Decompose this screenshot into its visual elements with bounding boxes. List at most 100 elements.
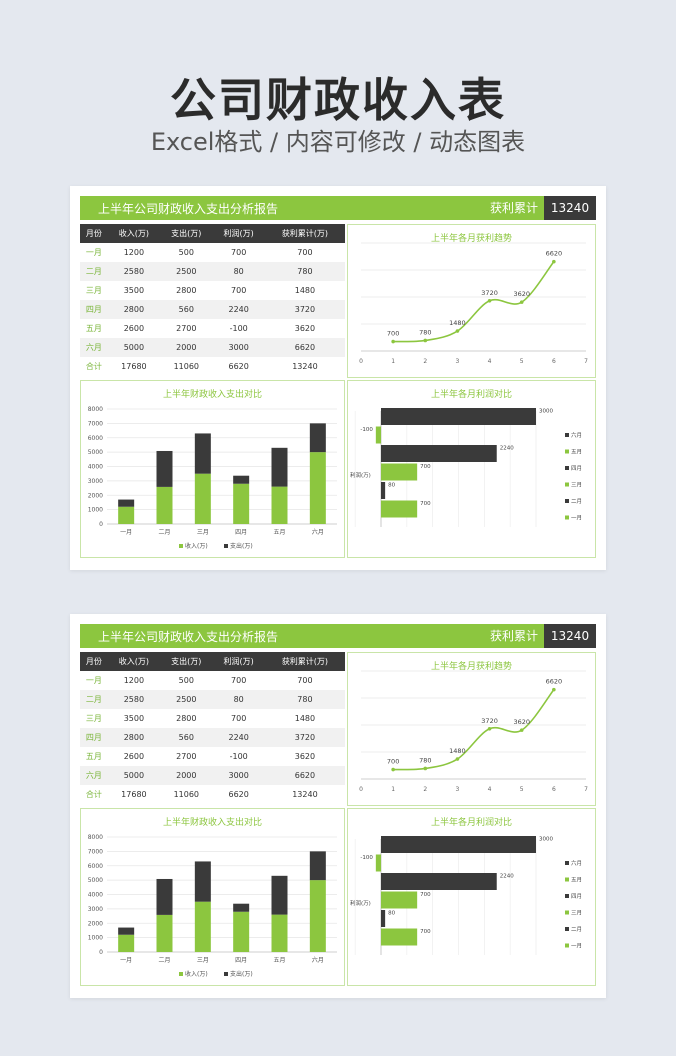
bar-income [309, 880, 326, 952]
hero-subtitle: Excel格式 / 内容可修改 / 动态图表 [150, 128, 526, 156]
y-tick-label: 6000 [88, 863, 103, 870]
legend-label: 支出(万) [230, 970, 253, 978]
report-card-1: 上半年公司财政收入支出分析报告 获利累计 13240 月份 收入(万) 支出(万) 利润(万… [70, 186, 606, 570]
legend-swatch [565, 433, 569, 437]
value-cell: 3720 [264, 300, 345, 319]
value-cell: 780 [264, 262, 345, 281]
profit-trend-data-label: 3620 [513, 290, 530, 298]
profit-bar [381, 408, 536, 425]
x-tick-label: 二月 [158, 529, 170, 536]
value-cell: 13240 [292, 362, 318, 371]
x-tick-label: 六月 [312, 956, 324, 964]
x-tick-label: 四月 [235, 957, 247, 964]
profit-bar [381, 445, 497, 462]
month-cell: 四月 [80, 300, 108, 319]
x-tick-label: 一月 [120, 529, 132, 536]
axis-label: 利润(万) [350, 899, 371, 907]
profit-trend-point [423, 766, 428, 771]
bar-expense [271, 447, 288, 487]
x-tick-label: 一月 [120, 957, 132, 964]
table-row: 五月 2600 2700 -100 3620 [80, 747, 345, 766]
table-row: 一月 1200 500 700 700 [80, 671, 345, 690]
table-row: 二月 2580 2500 80 780 [80, 690, 345, 709]
income-expense-chart: 上半年财政收入支出对比 0 1000 2000 3000 4000 5000 6000 7000… [80, 380, 345, 558]
x-tick-label: 1 [391, 358, 395, 365]
profit-data-label: 2240 [500, 446, 514, 452]
profit-trend-line [393, 689, 555, 771]
profit-trend-data-label: 780 [419, 756, 431, 764]
bar-expense [309, 423, 326, 453]
value-cell: 3000 [212, 338, 265, 357]
profit-trend-data-label: 780 [419, 328, 431, 336]
y-tick-label: 1000 [88, 935, 103, 942]
bar-expense [309, 851, 326, 881]
table-header-cell: 利润(万) [212, 224, 265, 243]
legend-label: 二月 [571, 926, 582, 933]
legend-label: 收入(万) [185, 970, 208, 978]
table-header-cell: 获利累计(万) [264, 652, 345, 671]
profit-trend-chart: 上半年各月获利趋势 0 1 2 3 4 5 6 7 700 780 1480 3720 3620 6620 [347, 652, 596, 806]
x-tick-label: 五月 [273, 957, 285, 964]
value-cell: 2240 [212, 728, 265, 747]
value-cell: 2580 [107, 262, 161, 281]
value-cell: 2700 [176, 324, 197, 333]
value-cell: 1480 [294, 286, 316, 295]
profit-bar [381, 910, 386, 927]
value-cell: 500 [178, 676, 194, 685]
month-cell: 三月 [85, 714, 102, 723]
profit-trend-point [391, 767, 395, 772]
x-tick-label: 6 [552, 358, 556, 365]
x-tick-label: 三月 [197, 957, 209, 964]
value-cell: 6620 [264, 338, 345, 357]
legend-label: 收入(万) [185, 542, 208, 550]
y-tick-label: 2000 [88, 920, 103, 927]
bar-expense [194, 861, 211, 902]
value-cell: 13240 [292, 790, 318, 799]
y-tick-label: 0 [99, 521, 103, 528]
report-header: 上半年公司财政收入支出分析报告 获利累计 13240 [80, 196, 596, 220]
profit-trend-point [455, 329, 460, 333]
value-cell: 780 [264, 690, 345, 709]
profit-data-label: 700 [420, 501, 431, 507]
value-cell: 2800 [176, 714, 197, 723]
y-tick-label: 4000 [88, 464, 103, 471]
finance-table: 月份 收入(万) 支出(万) 利润(万) 获利累计(万) 一月 1200 500 700 700 二… [80, 652, 345, 804]
y-tick-label: 4000 [88, 892, 103, 899]
month-cell: 二月 [80, 262, 108, 281]
y-tick-label: 3000 [88, 906, 103, 913]
x-tick-label: 5 [520, 358, 524, 365]
month-cell: 合计 [85, 362, 102, 371]
legend-swatch [565, 910, 569, 915]
table-row: 六月 5000 2000 3000 6620 [80, 338, 345, 357]
profit-bar [381, 463, 418, 481]
profit-bar [381, 482, 386, 499]
legend-label: 六月 [571, 859, 582, 867]
profit-data-label: 80 [388, 911, 395, 917]
x-tick-label: 四月 [235, 529, 247, 536]
profit-bar [381, 928, 418, 946]
table-row: 三月 3500 2800 700 1480 [80, 281, 345, 300]
value-cell: 11060 [173, 362, 200, 371]
profit-trend-svg: 0 1 2 3 4 5 6 7 700 780 1480 3720 3620 6620 [359, 670, 588, 793]
value-cell: 500 [178, 248, 194, 257]
y-tick-label: 6000 [88, 435, 103, 442]
profit-bar [381, 891, 418, 909]
bar-income [118, 934, 135, 952]
table-row: 三月 3500 2800 700 1480 [80, 709, 345, 728]
profit-data-label: 80 [388, 483, 395, 489]
table-header-row: 月份 收入(万) 支出(万) 利润(万) 获利累计(万) [80, 652, 345, 671]
legend-swatch [179, 544, 183, 548]
bar-income [271, 914, 288, 952]
month-cell: 六月 [80, 338, 108, 357]
legend-label: 三月 [571, 910, 582, 917]
value-cell: 700 [231, 714, 247, 723]
table-header-cell: 月份 [80, 224, 108, 243]
value-cell: 2600 [123, 324, 145, 333]
table-row: 六月 5000 2000 3000 6620 [80, 766, 345, 785]
x-tick-label: 3 [456, 358, 460, 365]
x-tick-label: 6 [552, 786, 556, 793]
value-cell: 17680 [121, 362, 147, 371]
monthly-profit-chart: 上半年各月利润对比 3000 -100 2240 700 80 700 利润(万) 六月 五月 四月… [347, 380, 596, 558]
profit-data-label: 3000 [539, 409, 553, 415]
